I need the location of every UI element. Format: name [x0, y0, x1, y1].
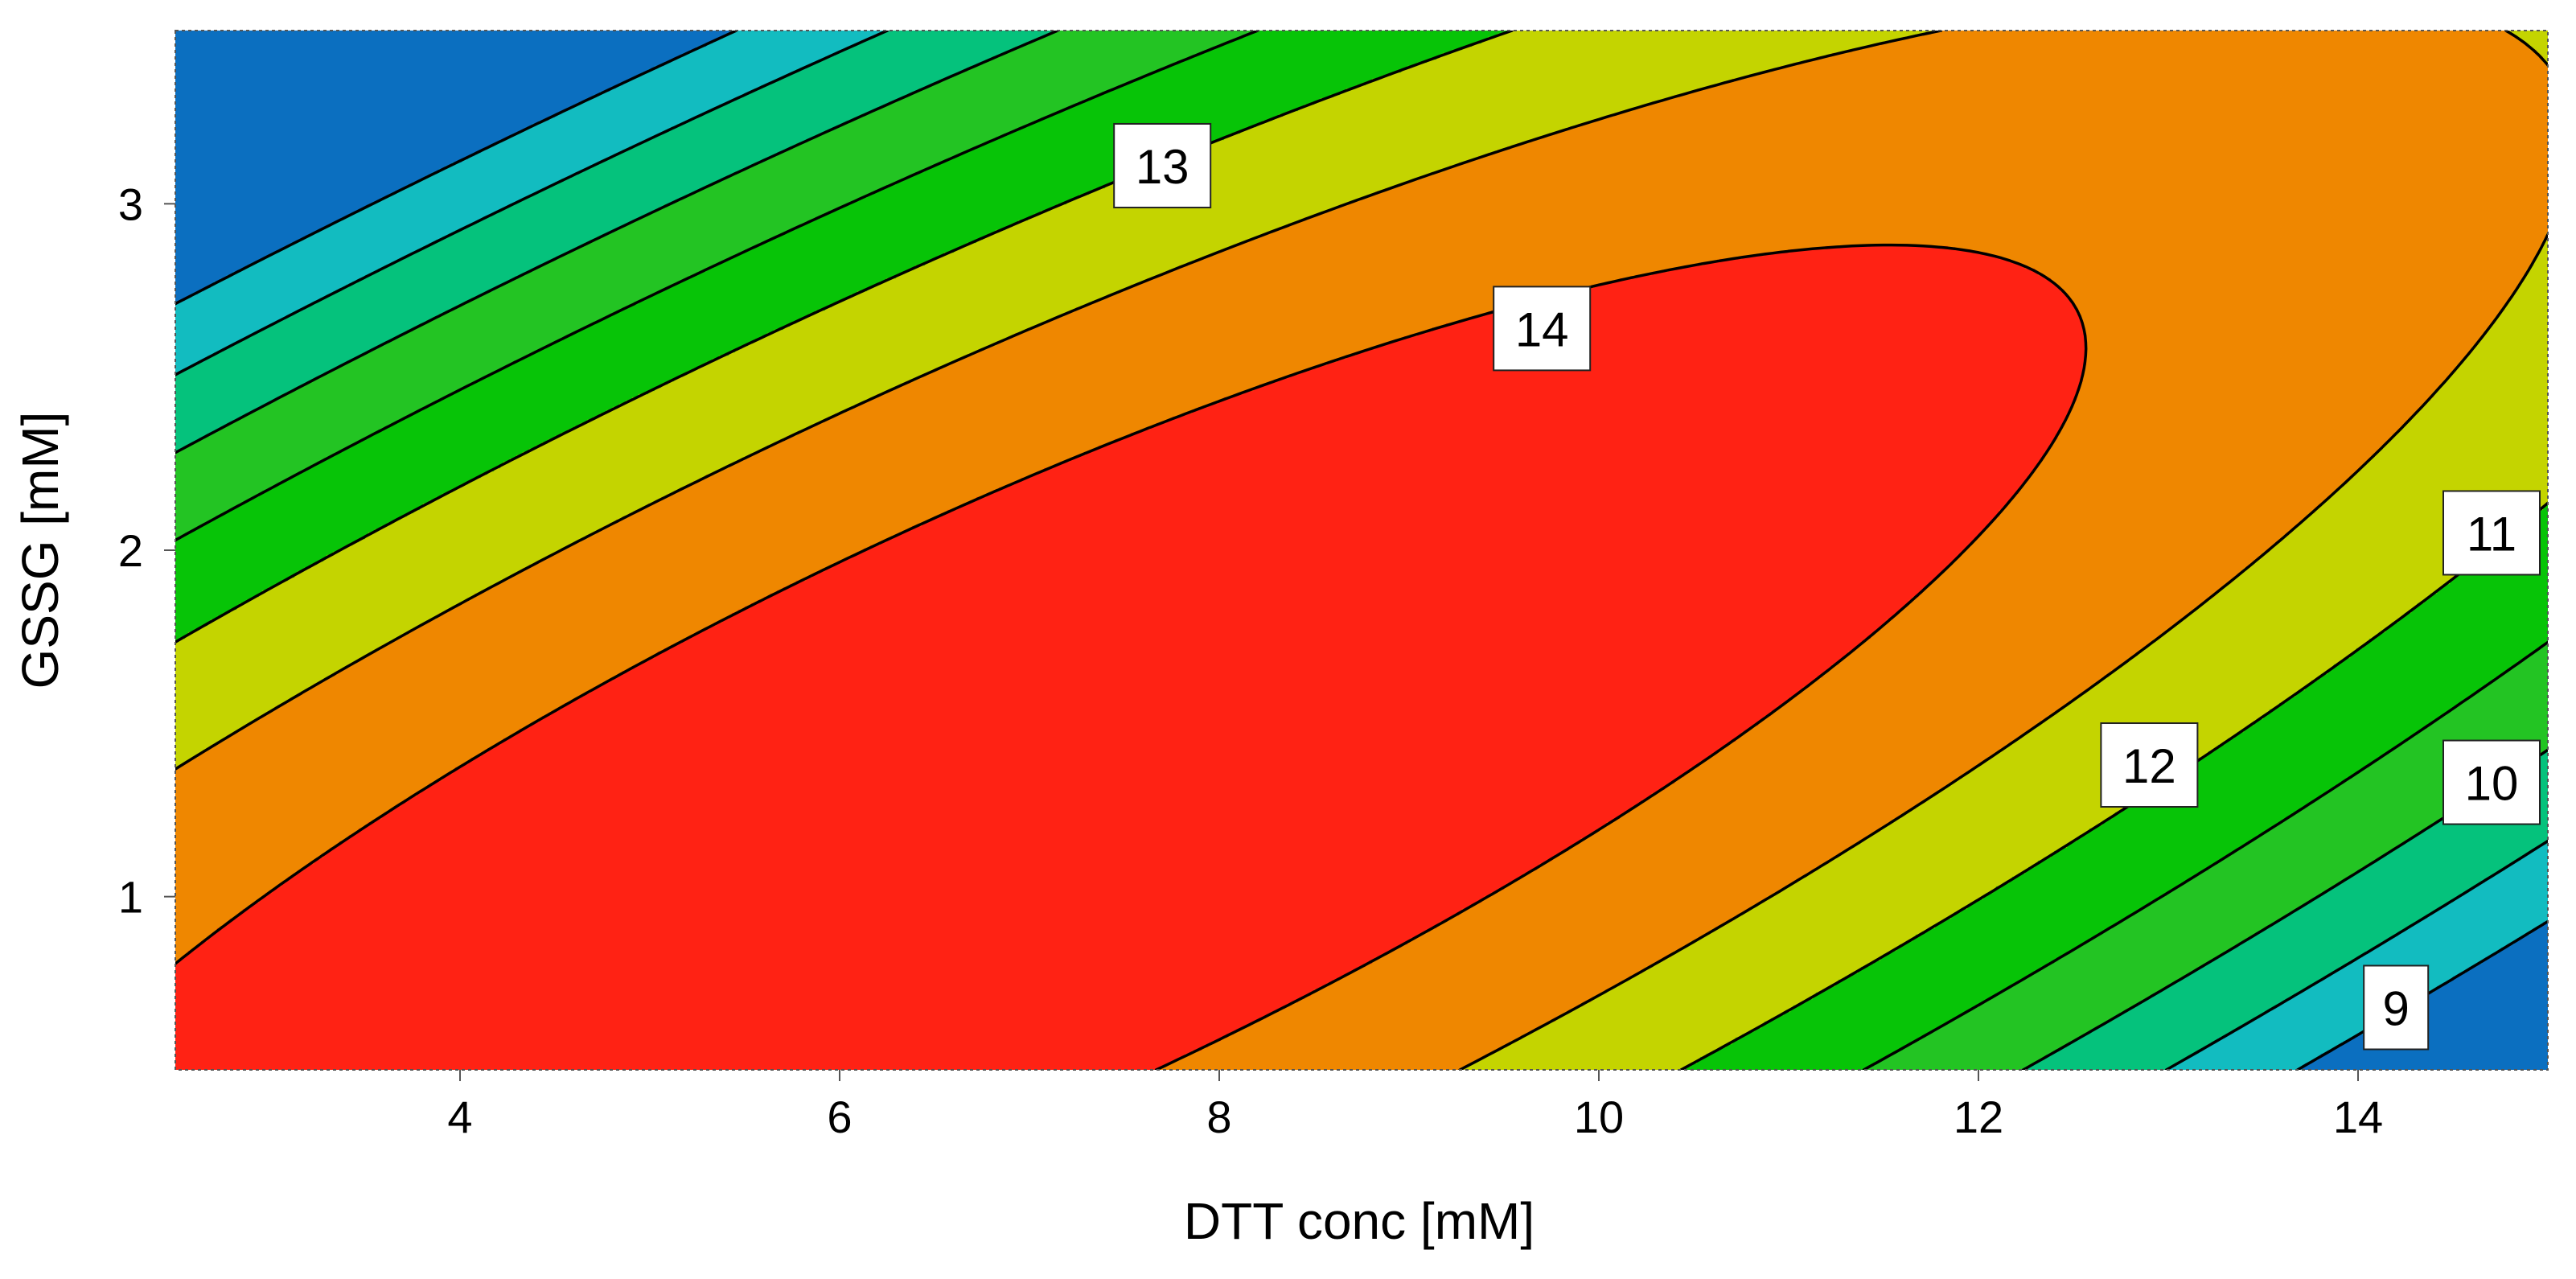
plot-frame	[175, 30, 2549, 1071]
contour-label-box	[2442, 490, 2541, 576]
x-tick-label: 14	[2333, 1092, 2383, 1142]
contour-label-text: 12	[2122, 739, 2176, 793]
contour-label-text: 10	[2465, 757, 2519, 811]
x-axis-label: DTT conc [mM]	[1184, 1192, 1535, 1250]
contour-label-text: 13	[1136, 140, 1189, 194]
contour-label: 10	[2442, 739, 2541, 825]
contour-fill-layer	[175, 31, 2548, 1070]
x-tick-label: 4	[447, 1092, 472, 1142]
x-axis: 4 6 8 10 12 14	[447, 1070, 2383, 1142]
y-tick-label: 2	[118, 525, 143, 576]
contour-label: 11	[2442, 490, 2541, 576]
contour-label: 13	[1113, 122, 1212, 208]
contour-label-text: 11	[2467, 507, 2516, 561]
contour-line-11	[175, 31, 2548, 1070]
y-axis-label: GSSG [mM]	[11, 412, 69, 689]
contour-line-14	[175, 243, 2088, 1070]
y-tick-label: 3	[118, 179, 143, 229]
contour-label-text: 14	[1515, 302, 1569, 356]
x-tick-label: 12	[1954, 1092, 2003, 1142]
contour-label-text: 9	[2383, 981, 2410, 1035]
y-tick-label: 1	[118, 872, 143, 923]
contour-line-13	[175, 31, 2548, 1070]
contour-label: 9	[2363, 964, 2430, 1051]
contour-label-box	[2100, 722, 2199, 808]
x-tick-label: 6	[827, 1092, 852, 1142]
y-axis: 1 2 3	[118, 179, 175, 923]
x-tick-label: 10	[1574, 1092, 1624, 1142]
x-tick-label: 8	[1206, 1092, 1231, 1142]
contour-label-box	[1493, 286, 1592, 372]
contour-label-box	[2442, 739, 2541, 825]
contour-label: 12	[2100, 722, 2199, 808]
contour-bands	[175, 31, 2548, 1070]
contour-label-box	[2363, 964, 2430, 1051]
contour-labels: 13 14 11 12 10 9	[1113, 122, 2541, 1051]
contour-label: 14	[1493, 286, 1592, 372]
contour-label-box	[1113, 122, 1212, 208]
